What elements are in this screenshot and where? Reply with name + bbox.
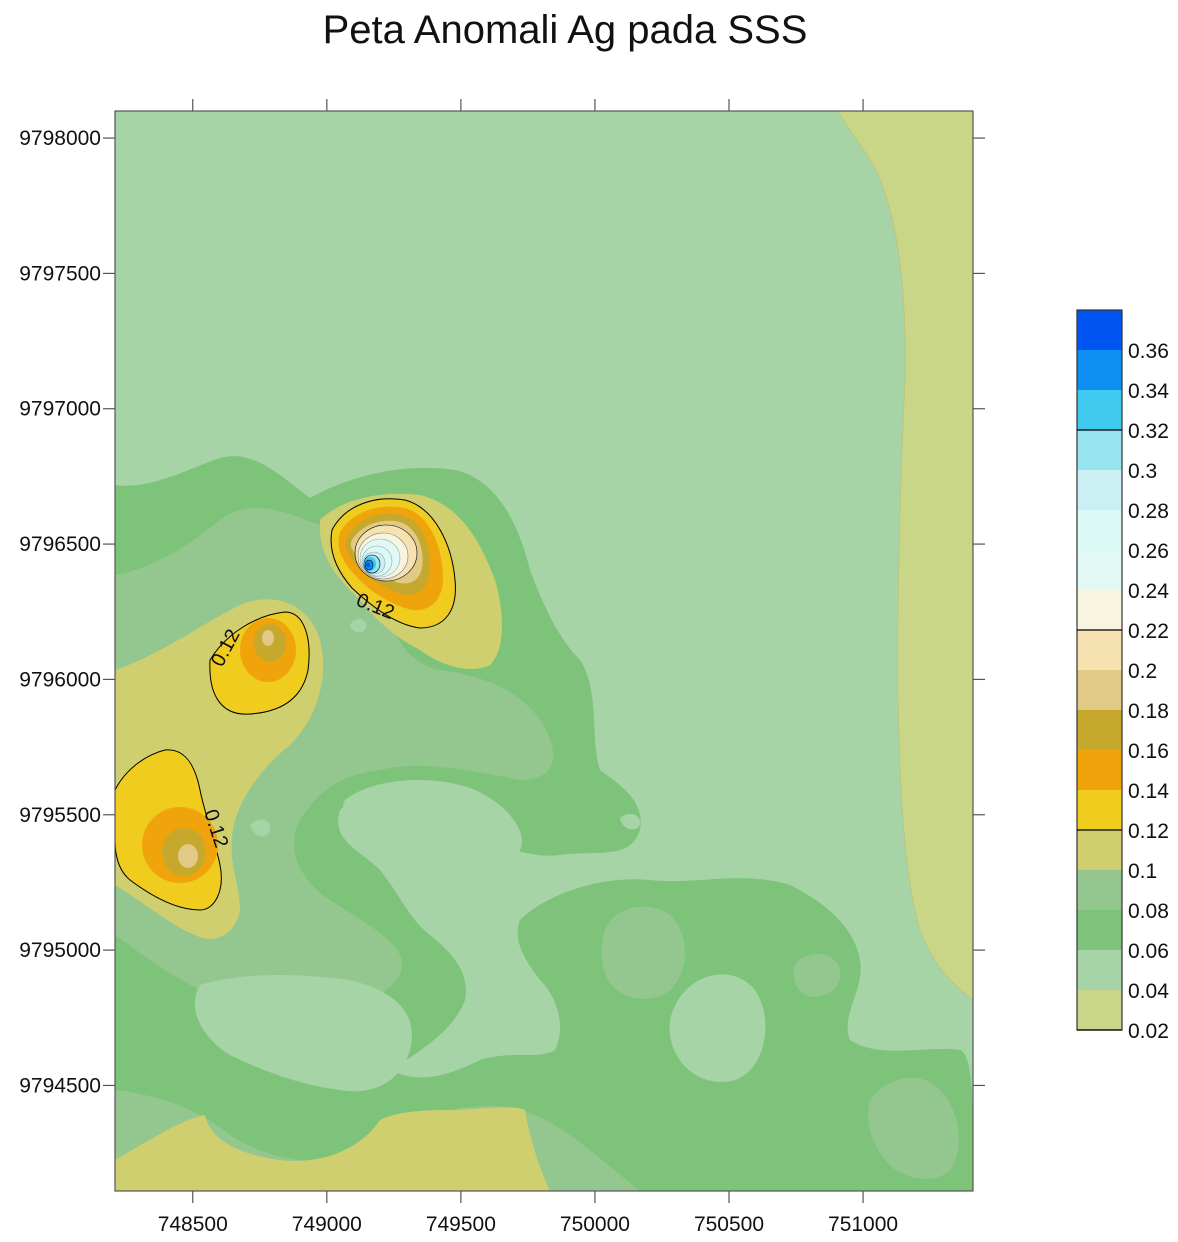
y-axis: 9794500 9795000 9795500 9796000 9796500 97970… [19, 127, 985, 1097]
colorbar-swatch [1077, 310, 1122, 350]
colorbar-swatch [1077, 470, 1122, 510]
fill-0.08-southeast-1 [601, 906, 685, 999]
fill-0.04-center-patch [343, 780, 522, 860]
colorbar-label: 0.26 [1128, 540, 1169, 563]
colorbar-label: 0.22 [1128, 620, 1169, 643]
colorbar-swatch [1077, 390, 1122, 430]
fill-0.02-east [837, 111, 973, 1001]
x-tick-label: 749500 [426, 1213, 496, 1236]
colorbar-swatch [1077, 550, 1122, 590]
x-tick-label: 749000 [292, 1213, 362, 1236]
colorbar-label: 0.24 [1128, 580, 1169, 603]
y-tick-label: 9797000 [19, 398, 101, 421]
colorbar-swatch [1077, 750, 1122, 790]
fill-0.04-small-2 [620, 814, 641, 830]
y-tick-label: 9796000 [19, 668, 101, 691]
colorbar-label: 0.02 [1128, 1020, 1169, 1043]
plot-frame [114, 110, 974, 1192]
y-tick-label: 9794500 [19, 1074, 101, 1097]
x-tick-label: 750500 [694, 1213, 764, 1236]
x-tick-label: 751000 [828, 1213, 898, 1236]
x-tick-label: 748500 [158, 1213, 228, 1236]
colorbar-swatch [1077, 670, 1122, 710]
fill-0.04-south-west [194, 975, 412, 1092]
colorbar: 0.02 0.04 0.06 0.08 0.1 0.12 0.14 0.16 0.18 0.2 0.… [1076, 309, 1169, 1043]
colorbar-label: 0.28 [1128, 500, 1169, 523]
colorbar-label: 0.18 [1128, 700, 1169, 723]
y-tick-label: 9795000 [19, 939, 101, 962]
colorbar-swatch [1077, 590, 1122, 630]
plot-area: 0.12 0.12 0.12 [115, 111, 973, 1191]
colorbar-swatch [1077, 710, 1122, 750]
colorbar-label: 0.12 [1128, 820, 1169, 843]
colorbar-swatch [1077, 350, 1122, 390]
y-tick-label: 9797500 [19, 262, 101, 285]
colorbar-swatch [1077, 910, 1122, 950]
colorbar-label: 0.14 [1128, 780, 1169, 803]
fill-0.18-anomaly-2 [262, 630, 274, 646]
colorbar-swatch [1077, 630, 1122, 670]
colorbar-swatch [1077, 510, 1122, 550]
colorbar-label: 0.32 [1128, 420, 1169, 443]
colorbar-swatch [1077, 990, 1122, 1030]
fill-0.06-southeast [115, 878, 973, 1191]
chart-title: Peta Anomali Ag pada SSS [322, 8, 808, 52]
fill-0.04-south-island [669, 974, 766, 1082]
fill-0.36-anomaly-1 [366, 562, 370, 568]
colorbar-label: 0.04 [1128, 980, 1169, 1003]
fill-0.18-anomaly-3 [178, 844, 198, 868]
colorbar-label: 0.1 [1128, 860, 1157, 883]
colorbar-label: 0.3 [1128, 460, 1157, 483]
fill-0.04-small-1 [250, 819, 271, 837]
colorbar-swatch [1077, 830, 1122, 870]
y-tick-label: 9795500 [19, 804, 101, 827]
colorbar-swatch [1077, 430, 1122, 470]
colorbar-swatch [1077, 870, 1122, 910]
fill-0.1-southwest [115, 1107, 550, 1191]
x-tick-label: 750000 [560, 1213, 630, 1236]
colorbar-swatch [1077, 950, 1122, 990]
colorbar-label: 0.34 [1128, 380, 1169, 403]
colorbar-label: 0.36 [1128, 340, 1169, 363]
x-axis: 748500 749000 749500 750000 750500 751000 [158, 99, 898, 1236]
y-tick-label: 9796500 [19, 533, 101, 556]
colorbar-label: 0.08 [1128, 900, 1169, 923]
colorbar-label: 0.16 [1128, 740, 1169, 763]
colorbar-swatch [1077, 790, 1122, 830]
colorbar-label: 0.2 [1128, 660, 1157, 683]
fill-0.08-southeast-2 [793, 953, 841, 997]
colorbar-label: 0.06 [1128, 940, 1169, 963]
fill-0.04-small-3 [350, 618, 367, 633]
y-tick-label: 9798000 [19, 127, 101, 150]
fill-0.08-southeast-3 [868, 1077, 959, 1179]
